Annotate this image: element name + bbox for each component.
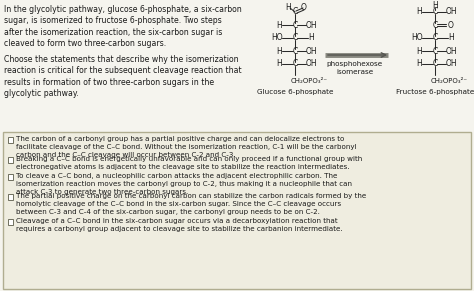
Text: C: C (432, 20, 438, 29)
Text: Breaking a C–C bond is energetically unfavorable and can only proceed if a funct: Breaking a C–C bond is energetically unf… (17, 156, 363, 170)
Text: OH: OH (305, 59, 317, 68)
Text: HO: HO (411, 33, 423, 42)
Text: O: O (301, 3, 307, 12)
Text: C: C (432, 33, 438, 42)
Text: OH: OH (305, 20, 317, 29)
Text: OH: OH (445, 8, 457, 17)
Text: C: C (292, 20, 298, 29)
Text: H: H (432, 1, 438, 10)
Text: H: H (416, 8, 422, 17)
Text: C: C (292, 8, 298, 17)
Bar (3, 132, 471, 289)
Text: H: H (276, 59, 282, 68)
Text: CH₂OPO₃²⁻: CH₂OPO₃²⁻ (431, 78, 468, 84)
Text: H: H (285, 3, 291, 12)
Text: OH: OH (445, 47, 457, 56)
Text: H: H (416, 59, 422, 68)
Text: C: C (292, 47, 298, 56)
Text: H: H (276, 47, 282, 56)
Text: C: C (432, 59, 438, 68)
Bar (8, 194, 13, 200)
Text: Cleavage of a C–C bond in the six-carbon sugar occurs via a decarboxylation reac: Cleavage of a C–C bond in the six-carbon… (17, 218, 343, 232)
Text: H: H (276, 20, 282, 29)
Text: OH: OH (445, 59, 457, 68)
Text: Fructose 6-phosphate: Fructose 6-phosphate (396, 89, 474, 95)
Text: HO: HO (271, 33, 283, 42)
Bar (8, 174, 13, 180)
Bar (8, 157, 13, 162)
Text: In the glycolytic pathway, glucose 6-phosphate, a six-carbon
sugar, is isomerize: In the glycolytic pathway, glucose 6-pho… (4, 5, 242, 48)
Text: C: C (292, 59, 298, 68)
Text: CH₂OPO₃²⁻: CH₂OPO₃²⁻ (291, 78, 328, 84)
Text: C: C (292, 33, 298, 42)
Bar (8, 219, 13, 224)
Text: C: C (432, 8, 438, 17)
Text: O: O (448, 20, 454, 29)
Text: H: H (416, 47, 422, 56)
Text: Choose the statements that describe why the isomerization
reaction is critical f: Choose the statements that describe why … (4, 55, 242, 98)
Text: OH: OH (305, 47, 317, 56)
Text: The carbon of a carbonyl group has a partial positive charge and can delocalize : The carbon of a carbonyl group has a par… (17, 136, 357, 158)
Text: phosphohexose
isomerase: phosphohexose isomerase (327, 61, 383, 74)
Text: H: H (308, 33, 314, 42)
Text: C: C (432, 47, 438, 56)
Bar (8, 137, 13, 143)
Text: Glucose 6-phosphate: Glucose 6-phosphate (257, 89, 333, 95)
Text: To cleave a C–C bond, a nucleophilic carbon attacks the adjacent electrophilic c: To cleave a C–C bond, a nucleophilic car… (17, 173, 353, 195)
Text: The partial positive charge on the carbonyl carbon can stabilize the carbon radi: The partial positive charge on the carbo… (17, 193, 367, 215)
Text: H: H (448, 33, 454, 42)
